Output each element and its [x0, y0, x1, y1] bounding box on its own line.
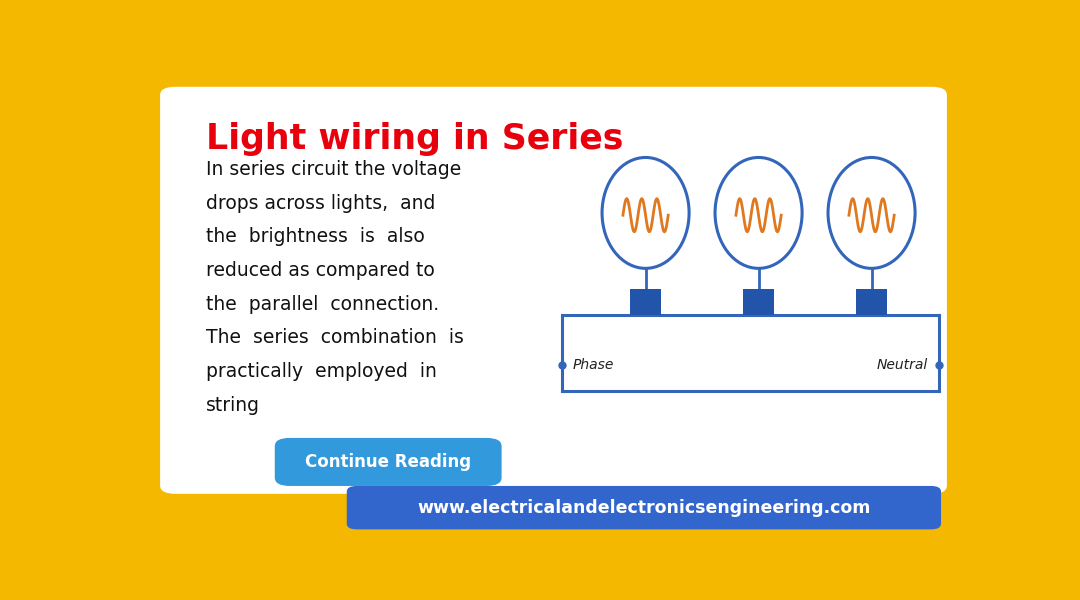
FancyBboxPatch shape — [347, 486, 941, 529]
Text: In series circuit the voltage: In series circuit the voltage — [206, 160, 461, 179]
Text: string: string — [206, 396, 260, 415]
Text: reduced as compared to: reduced as compared to — [206, 261, 435, 280]
Text: Light wiring in Series: Light wiring in Series — [206, 122, 623, 156]
Text: practically  employed  in: practically employed in — [206, 362, 437, 381]
Ellipse shape — [828, 157, 915, 268]
FancyBboxPatch shape — [855, 289, 888, 314]
Text: Neutral: Neutral — [876, 358, 928, 373]
Text: www.electricalandelectronicsengineering.com: www.electricalandelectronicsengineering.… — [417, 499, 870, 517]
Text: drops across lights,  and: drops across lights, and — [206, 194, 435, 212]
Ellipse shape — [602, 157, 689, 268]
Text: The  series  combination  is: The series combination is — [206, 328, 464, 347]
Text: Phase: Phase — [572, 358, 615, 373]
FancyBboxPatch shape — [160, 87, 947, 494]
Text: Continue Reading: Continue Reading — [305, 453, 471, 471]
FancyBboxPatch shape — [630, 289, 661, 314]
FancyBboxPatch shape — [743, 289, 774, 314]
Ellipse shape — [715, 157, 802, 268]
Text: the  parallel  connection.: the parallel connection. — [206, 295, 440, 314]
FancyBboxPatch shape — [274, 438, 501, 486]
Text: the  brightness  is  also: the brightness is also — [206, 227, 424, 246]
